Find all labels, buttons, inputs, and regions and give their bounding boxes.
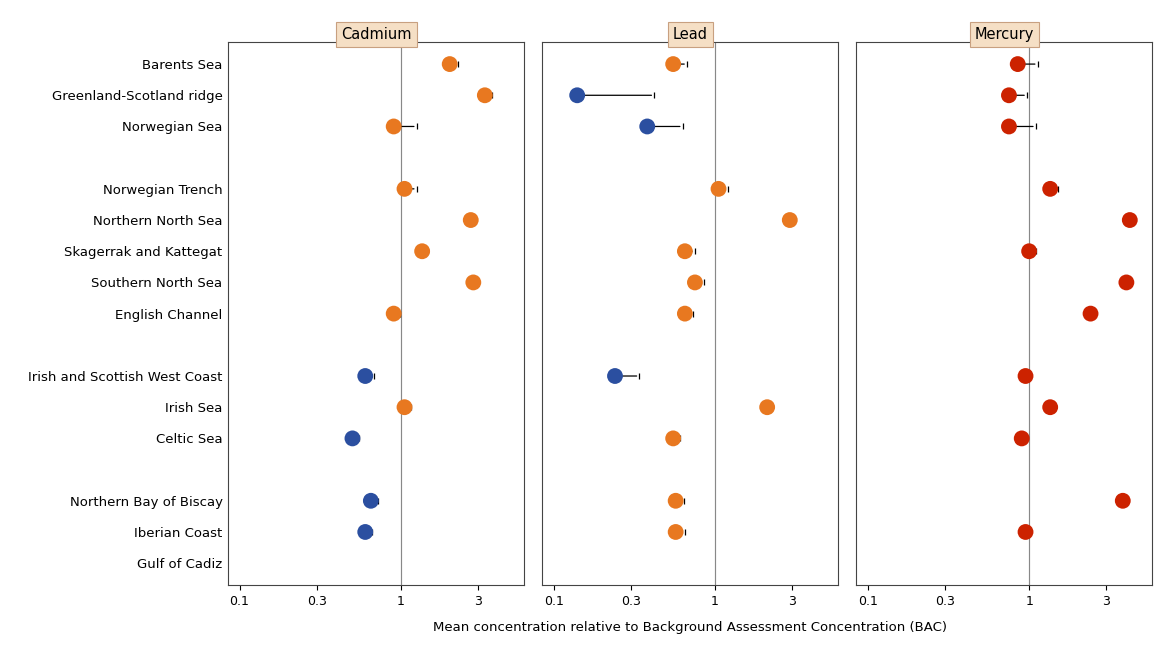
Point bbox=[1041, 184, 1060, 194]
Point bbox=[567, 90, 586, 101]
Point bbox=[1117, 278, 1136, 288]
Point bbox=[709, 184, 728, 194]
Point bbox=[1081, 309, 1100, 319]
Point bbox=[395, 184, 414, 194]
Title: Mercury: Mercury bbox=[975, 27, 1034, 42]
Point bbox=[675, 309, 694, 319]
Point bbox=[686, 278, 704, 288]
Point bbox=[356, 370, 374, 381]
Point bbox=[461, 215, 480, 226]
Point bbox=[666, 495, 684, 506]
Point bbox=[663, 59, 682, 70]
Point bbox=[638, 122, 656, 132]
Point bbox=[1114, 495, 1133, 506]
Point bbox=[999, 90, 1018, 101]
Point bbox=[1017, 526, 1035, 537]
Point bbox=[1121, 215, 1140, 226]
Point bbox=[780, 215, 799, 226]
Point bbox=[758, 402, 777, 412]
Point bbox=[1012, 433, 1031, 443]
Point bbox=[395, 402, 414, 412]
Point bbox=[440, 59, 459, 70]
Point bbox=[663, 433, 682, 443]
Point bbox=[384, 122, 402, 132]
Point bbox=[343, 433, 362, 443]
Title: Lead: Lead bbox=[673, 27, 708, 42]
Point bbox=[1020, 246, 1039, 257]
Title: Cadmium: Cadmium bbox=[340, 27, 412, 42]
Point bbox=[362, 495, 380, 506]
Point bbox=[413, 246, 432, 257]
Point bbox=[606, 370, 625, 381]
Point bbox=[464, 278, 483, 288]
Point bbox=[384, 309, 402, 319]
Point bbox=[1017, 370, 1035, 381]
Point bbox=[475, 90, 494, 101]
Point bbox=[356, 526, 374, 537]
Text: Mean concentration relative to Background Assessment Concentration (BAC): Mean concentration relative to Backgroun… bbox=[433, 621, 948, 634]
Point bbox=[1041, 402, 1060, 412]
Point bbox=[999, 122, 1018, 132]
Point bbox=[1009, 59, 1027, 70]
Point bbox=[675, 246, 694, 257]
Point bbox=[666, 526, 684, 537]
